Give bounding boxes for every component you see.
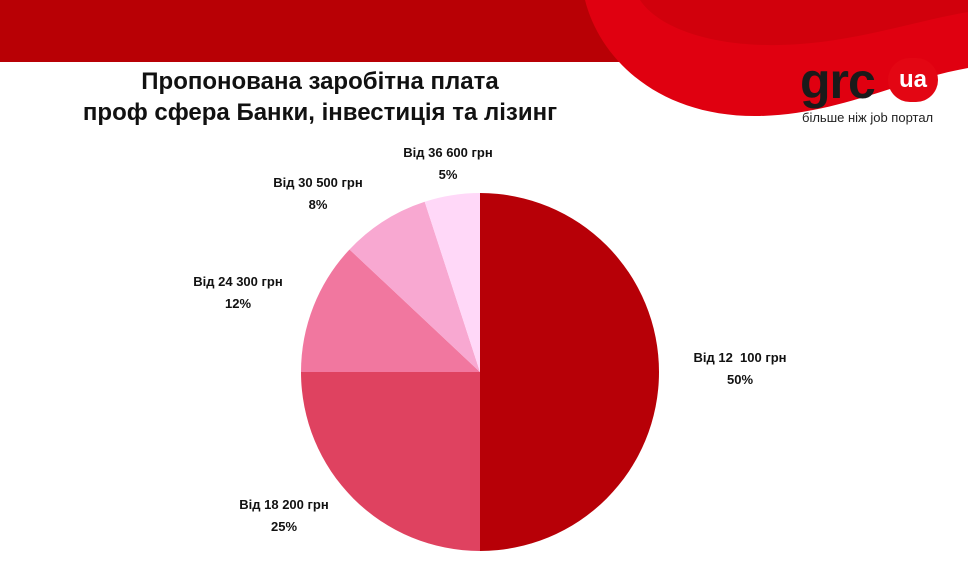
slice-label-1: Від 12 100 грн <box>693 350 786 365</box>
pie-labels: Від 12 100 грн 50% Від 18 200 грн 25% Від 24… <box>193 145 786 534</box>
slice-value-label-5: 5% <box>439 167 458 182</box>
slice-value-label-4: 8% <box>309 197 328 212</box>
slice-label-5: Від 36 600 грн <box>403 145 492 160</box>
banner-swirl-highlight <box>640 0 968 46</box>
pie-slice-5 <box>424 193 480 372</box>
slice-label-4: Від 30 500 грн <box>273 175 362 190</box>
slice-label-2: Від 18 200 грн <box>239 497 328 512</box>
logo-ua-badge: ua <box>888 58 938 102</box>
slice-value-label-1: 50% <box>727 372 753 387</box>
pie-slice-1 <box>480 193 659 551</box>
chart-title-line-2: проф сфера Банки, інвестиція та лізинг <box>82 99 558 126</box>
pie-slice-4 <box>349 201 480 372</box>
slice-value-label-3: 12% <box>225 296 251 311</box>
pie-slices <box>301 193 659 551</box>
pie-slice-3 <box>301 249 480 372</box>
slice-value-label-2: 25% <box>271 519 297 534</box>
slice-label-3: Від 24 300 грн <box>193 274 282 289</box>
chart-title-line-1: Пропонована заробітна плата <box>141 68 499 95</box>
pie-slice-2 <box>301 372 480 551</box>
logo-tagline: більше ніж job портал <box>802 110 934 125</box>
header-banner <box>0 0 968 117</box>
grc-logo[interactable]: grc ua більше ніж job портал <box>800 52 950 132</box>
logo-wordmark: grc <box>800 53 876 109</box>
chart-title: Пропонована заробітна плата проф сфера Б… <box>40 66 600 128</box>
